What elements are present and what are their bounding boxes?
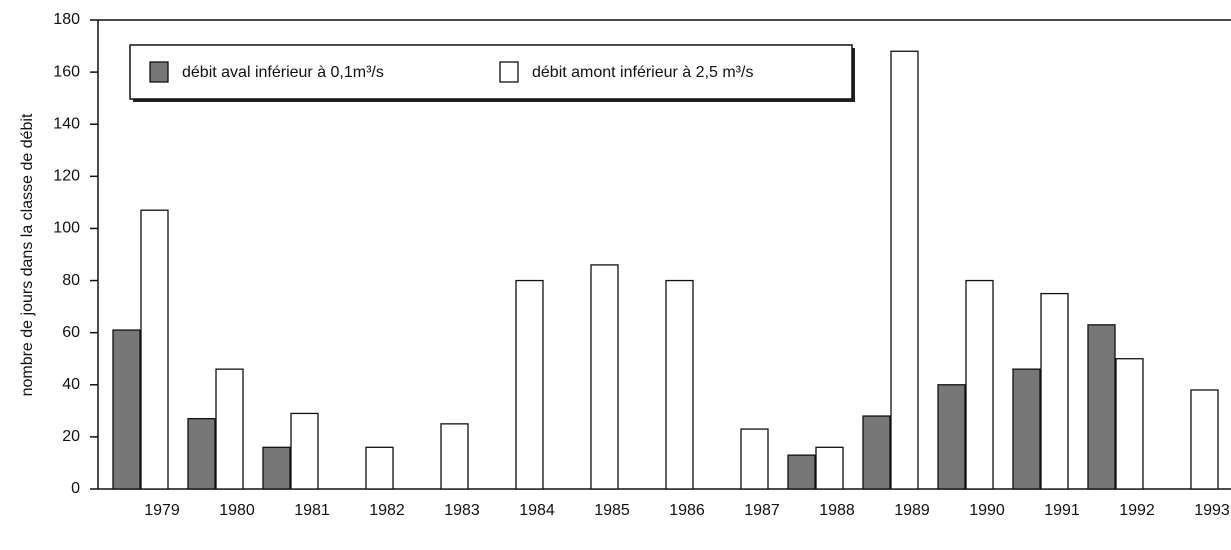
bar — [215, 368, 244, 490]
x-tick-label: 1979 — [144, 502, 180, 519]
y-tick-label: 20 — [62, 428, 80, 445]
x-tick-label: 1991 — [1044, 502, 1080, 519]
y-axis-label: nombre de jours dans la classe de débit — [19, 113, 36, 396]
bar — [290, 412, 319, 490]
bar — [262, 446, 291, 490]
y-tick-label: 40 — [62, 376, 80, 393]
bar — [740, 428, 769, 490]
x-tick-label: 1982 — [369, 502, 405, 519]
bar — [815, 446, 844, 490]
bar — [1115, 358, 1144, 490]
x-tick-label: 1986 — [669, 502, 705, 519]
x-tick-label: 1980 — [219, 502, 255, 519]
bar — [590, 264, 619, 490]
x-tick-label: 1990 — [969, 502, 1005, 519]
bar — [787, 454, 816, 490]
y-tick-label: 160 — [53, 63, 80, 80]
legend-swatch — [499, 61, 519, 83]
y-tick-label: 140 — [53, 115, 80, 132]
legend-label: débit aval inférieur à 0,1m³/s — [182, 64, 384, 81]
bar — [515, 279, 544, 490]
y-tick-label: 0 — [71, 480, 80, 497]
bar — [1190, 389, 1219, 490]
bar — [665, 279, 694, 490]
bar — [187, 417, 216, 490]
legend-label: débit amont inférieur à 2,5 m³/s — [532, 64, 753, 81]
bar — [965, 279, 994, 490]
x-tick-label: 1984 — [519, 502, 555, 519]
x-tick-label: 1993 — [1194, 502, 1230, 519]
y-tick-label: 120 — [53, 168, 80, 185]
x-tick-label: 1983 — [444, 502, 480, 519]
bar — [937, 384, 966, 490]
y-tick-label: 100 — [53, 220, 80, 237]
bar — [112, 329, 141, 490]
bar — [862, 415, 891, 490]
bar — [1087, 324, 1116, 490]
legend-swatch — [149, 61, 169, 83]
y-tick-label: 60 — [62, 324, 80, 341]
legend — [129, 44, 853, 100]
x-tick-label: 1981 — [294, 502, 330, 519]
y-tick-label: 180 — [53, 11, 80, 28]
x-tick-label: 1988 — [819, 502, 855, 519]
bar — [1040, 292, 1069, 490]
bar — [140, 209, 169, 490]
bar — [890, 50, 919, 490]
bar — [1012, 368, 1041, 490]
x-tick-label: 1985 — [594, 502, 630, 519]
bar — [440, 423, 469, 490]
bar — [365, 446, 394, 490]
x-tick-label: 1989 — [894, 502, 930, 519]
x-tick-label: 1992 — [1119, 502, 1155, 519]
x-tick-label: 1987 — [744, 502, 780, 519]
y-tick-label: 80 — [62, 272, 80, 289]
